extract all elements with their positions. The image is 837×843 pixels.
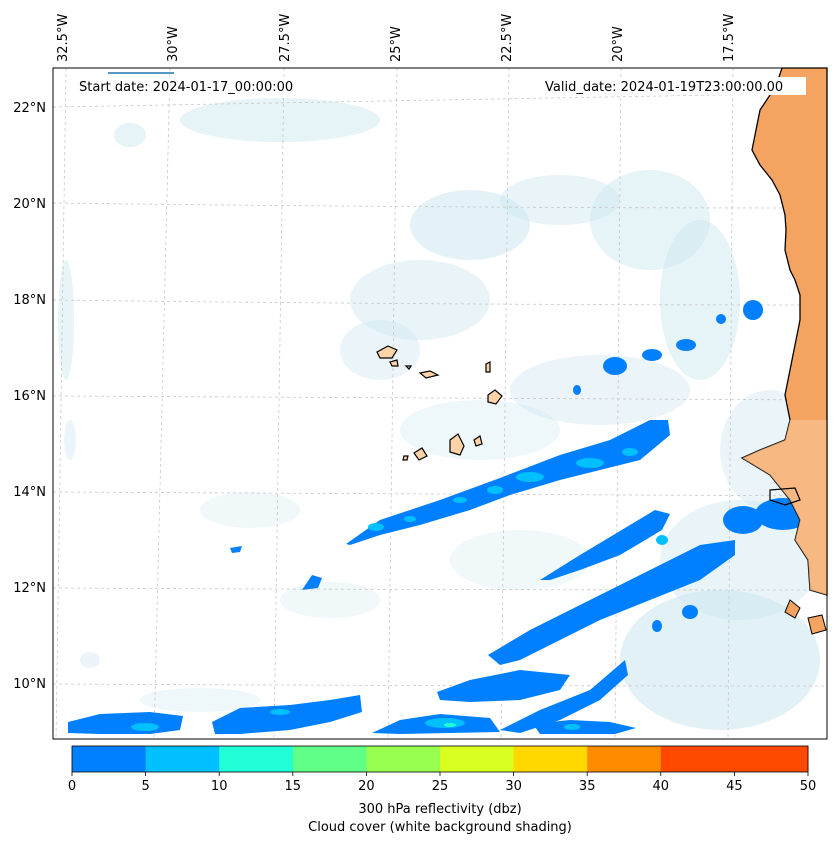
colorbar-tick-label: 40 <box>653 779 670 794</box>
colorbar-tick-label: 45 <box>726 779 743 794</box>
colorbar-tick-label: 35 <box>579 779 596 794</box>
colorbar-tick-label: 30 <box>505 779 522 794</box>
colorbar-tick-label: 50 <box>800 779 817 794</box>
colorbar-tick-label: 25 <box>432 779 449 794</box>
lat-label: 14°N <box>13 485 46 500</box>
colorbar-tick-label: 15 <box>285 779 302 794</box>
lon-label: 27.5°W <box>278 14 293 62</box>
lat-label: 10°N <box>13 677 46 692</box>
lat-label: 18°N <box>13 293 46 308</box>
start-date-label: Start date: 2024-01-17_00:00:00 <box>79 80 293 95</box>
longitude-labels: 32.5°W 30°W 27.5°W 25°W 22.5°W 20°W 17.5… <box>56 14 737 62</box>
lon-label: 20°W <box>611 26 626 62</box>
colorbar-segment <box>440 746 515 772</box>
colorbar-segment <box>513 746 588 772</box>
colorbar-segment <box>660 746 735 772</box>
colorbar-segment <box>292 746 367 772</box>
colorbar-subtitle: Cloud cover (white background shading) <box>308 820 572 835</box>
valid-date-label: Valid_date: 2024-01-19T23:00:00.00 <box>545 80 783 95</box>
map-frame <box>52 67 828 740</box>
colorbar-tick-label: 10 <box>211 779 228 794</box>
lat-label: 20°N <box>13 197 46 212</box>
africa-landmass <box>740 67 828 635</box>
lat-label: 12°N <box>13 581 46 596</box>
lon-label: 22.5°W <box>500 14 515 62</box>
latitude-labels: 22°N 20°N 18°N 16°N 14°N 12°N 10°N <box>13 101 46 692</box>
reflectivity-low-band <box>68 300 811 734</box>
reflectivity-mid-band <box>131 448 668 731</box>
lat-label: 22°N <box>13 101 46 116</box>
colorbar-segment <box>219 746 294 772</box>
colorbar: 0 5 10 15 20 25 30 35 40 45 50 <box>68 745 817 794</box>
lon-label: 17.5°W <box>722 14 737 62</box>
graticule <box>52 67 828 740</box>
valid-date-box <box>541 77 806 95</box>
colorbar-segment <box>734 746 809 772</box>
colorbar-tick-label: 0 <box>68 779 76 794</box>
colorbar-segment <box>72 746 147 772</box>
reflectivity-high-band <box>444 723 456 727</box>
lon-label: 30°W <box>166 26 181 62</box>
lon-label: 25°W <box>389 26 404 62</box>
start-date-box <box>75 77 313 95</box>
lon-label: 32.5°W <box>56 14 71 62</box>
colorbar-tick-label: 20 <box>358 779 375 794</box>
lat-label: 16°N <box>13 389 46 404</box>
colorbar-segment <box>587 746 662 772</box>
colorbar-segment <box>145 746 220 772</box>
cape-verde-islands <box>376 345 503 461</box>
colorbar-segment <box>366 746 441 772</box>
colorbar-title: 300 hPa reflectivity (dbz) <box>358 802 521 817</box>
colorbar-tick-label: 5 <box>141 779 149 794</box>
